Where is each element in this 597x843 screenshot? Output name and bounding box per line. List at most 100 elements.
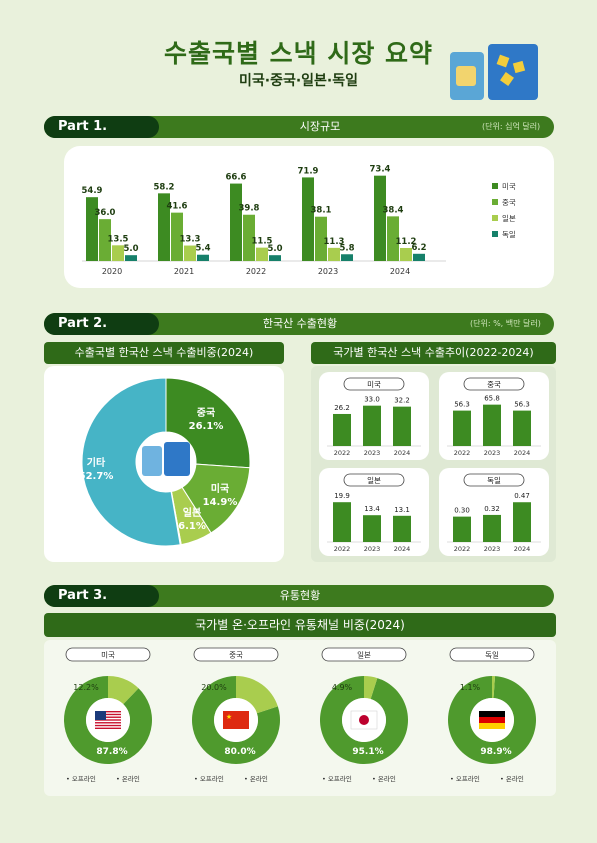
channel-online-value: 1.1% — [460, 683, 481, 692]
bar-label-2020-2: 13.5 — [108, 234, 129, 244]
part1-unit: (단위: 십억 달러) — [482, 122, 541, 131]
mini-bar-label-2023: 0.32 — [484, 505, 500, 513]
bar-2020-3 — [125, 255, 137, 261]
page-title: 수출국별 스낵 시장 요약 — [163, 39, 434, 68]
market-size-chart: 54.936.013.55.0202058.241.613.35.4202166… — [82, 165, 516, 276]
channel-title: 일본 — [357, 651, 371, 660]
legend-online: • 온라인 — [500, 774, 524, 783]
mini-bar-label-2024: 32.2 — [394, 397, 410, 405]
mini-x-tick-2022: 2022 — [334, 545, 351, 553]
bar-label-2022-3: 5.0 — [267, 244, 282, 254]
channel-offline-slice — [320, 676, 408, 764]
bar-2024-0 — [374, 175, 386, 261]
legend-swatch-3 — [492, 231, 498, 237]
bar-label-2022-0: 66.6 — [226, 173, 247, 183]
x-tick-2024: 2024 — [390, 267, 410, 276]
trend-card-jp: 일본 19.9 2022 13.4 2023 13.1 2024 — [319, 468, 429, 556]
donut-label-4: 기타 — [87, 456, 106, 469]
legend-offline: • 오프라인 — [450, 774, 480, 783]
mini-bar-label-2023: 65.8 — [484, 395, 500, 403]
bar-2021-1 — [171, 212, 183, 261]
donut-value-1: 14.9% — [203, 497, 238, 508]
legend-label-2: 일본 — [502, 214, 516, 223]
bar-2021-0 — [158, 193, 170, 261]
bar-2022-2 — [256, 247, 268, 261]
part3-label: Part 3. — [44, 585, 159, 607]
legend-online: • 온라인 — [116, 774, 140, 783]
mini-x-tick-2024: 2024 — [514, 545, 531, 553]
mini-title-pill — [343, 473, 405, 487]
legend-offline: • 오프라인 — [194, 774, 224, 783]
flag-us-stripe — [95, 724, 121, 727]
mini-bar-2024 — [393, 515, 411, 542]
channel-share-title: 국가별 온·오프라인 유통채널 비중(2024) — [44, 613, 556, 637]
mini-bar-2023 — [483, 404, 501, 446]
bar-2023-2 — [328, 247, 340, 261]
part1-title: 시장규모 — [299, 120, 341, 133]
mini-bar-2022 — [333, 413, 351, 446]
bar-2022-0 — [230, 183, 242, 261]
channel-online-slice — [492, 676, 496, 699]
legend-online: • 온라인 — [244, 774, 268, 783]
channel-offline-value: 95.1% — [352, 747, 383, 757]
mini-title: 일본 — [367, 476, 381, 485]
mini-x-tick-2023: 2023 — [484, 545, 501, 553]
bar-2024-2 — [400, 247, 412, 261]
donut-slice-0 — [165, 377, 251, 469]
bar-label-2020-0: 54.9 — [82, 186, 103, 196]
legend-offline: • 오프라인 — [66, 774, 96, 783]
channel-online-value: 12.2% — [73, 683, 99, 692]
bar-2023-1 — [315, 216, 327, 261]
mini-bar-2024 — [513, 502, 531, 542]
bar-label-2023-0: 71.9 — [298, 166, 319, 176]
x-tick-2020: 2020 — [102, 267, 122, 276]
mini-x-tick-2023: 2023 — [364, 545, 381, 553]
mini-bar-label-2024: 13.1 — [394, 506, 410, 514]
mini-bar-label-2022: 56.3 — [454, 401, 470, 409]
part3-header-bar — [44, 585, 554, 607]
bar-label-2020-3: 5.0 — [123, 244, 138, 254]
bar-label-2021-1: 41.6 — [167, 202, 188, 212]
flag-de-black — [479, 711, 505, 717]
mini-bar-label-2024: 0.47 — [514, 492, 530, 500]
flag-us-canton — [95, 711, 106, 720]
mini-title: 중국 — [487, 380, 501, 389]
channel-offline-slice — [64, 676, 152, 764]
bar-2021-3 — [197, 254, 209, 261]
mini-x-tick-2023: 2023 — [364, 449, 381, 457]
bar-label-2022-2: 11.5 — [252, 237, 273, 247]
channel-offline-value: 98.9% — [480, 747, 511, 757]
legend-swatch-0 — [492, 183, 498, 189]
channel-offline-value: 87.8% — [96, 747, 127, 757]
x-tick-2023: 2023 — [318, 267, 338, 276]
flag-us-stripe — [95, 713, 121, 716]
flag-cn-star: ★ — [226, 713, 232, 721]
flag-us-stripe — [95, 711, 121, 713]
page-subtitle: 미국·중국·일본·독일 — [239, 73, 358, 89]
channel-offline-value: 80.0% — [224, 747, 255, 757]
mini-bar-label-2022: 0.30 — [454, 507, 470, 515]
channel-title: 독일 — [485, 651, 499, 660]
bar-label-2020-1: 36.0 — [95, 208, 116, 218]
bar-label-2023-2: 11.3 — [324, 237, 345, 247]
bar-label-2021-0: 58.2 — [154, 182, 175, 192]
mini-bar-2022 — [453, 516, 471, 542]
mini-bar-label-2023: 13.4 — [364, 505, 380, 513]
trend-card-cn: 중국 56.3 2022 65.8 2023 56.3 2024 — [439, 372, 549, 460]
donut-value-4: 52.7% — [79, 471, 114, 482]
channel-title-pill — [449, 647, 535, 662]
legend-swatch-1 — [492, 199, 498, 205]
x-tick-2021: 2021 — [174, 267, 194, 276]
trend-card-us: 미국 26.2 2022 33.0 2023 32.2 2024 — [319, 372, 429, 460]
bar-2021-2 — [184, 245, 196, 261]
channel-title-pill — [193, 647, 279, 662]
donut-label-1: 미국 — [211, 482, 229, 495]
mini-bar-2022 — [333, 502, 351, 542]
bar-label-2023-3: 5.8 — [339, 243, 354, 253]
channel-online-value: 4.9% — [332, 683, 353, 692]
trend-card-de: 독일 0.30 2022 0.32 2023 0.47 2024 — [439, 468, 549, 556]
snack-bag-right — [164, 442, 190, 476]
donut-slice-4 — [81, 377, 181, 547]
